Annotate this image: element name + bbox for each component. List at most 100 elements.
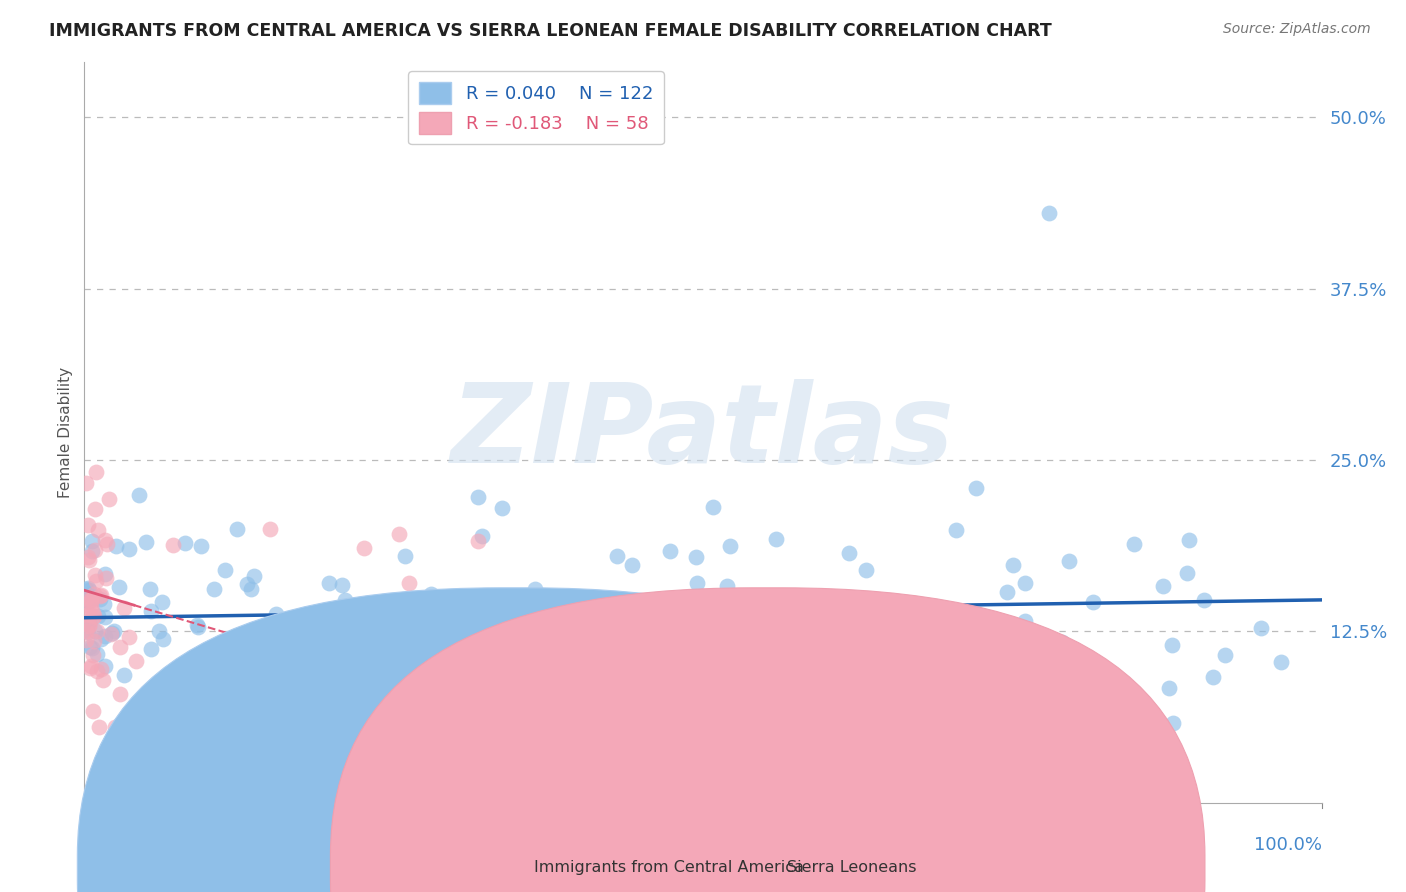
Point bbox=[79, 661, 101, 675]
Point bbox=[585, 646, 607, 660]
Point bbox=[235, 577, 257, 591]
Point bbox=[266, 607, 288, 621]
Point bbox=[333, 593, 356, 607]
Legend: R = 0.040    N = 122, R = -0.183    N = 58: R = 0.040 N = 122, R = -0.183 N = 58 bbox=[408, 71, 664, 145]
Point bbox=[76, 517, 98, 532]
Point bbox=[214, 563, 236, 577]
Point bbox=[173, 536, 195, 550]
Point bbox=[89, 720, 111, 734]
Point bbox=[305, 698, 328, 713]
Point bbox=[107, 581, 129, 595]
Point bbox=[139, 582, 162, 597]
Point bbox=[747, 655, 769, 669]
Point bbox=[80, 641, 103, 656]
Point bbox=[1202, 670, 1225, 684]
Point bbox=[80, 592, 103, 607]
Point bbox=[77, 549, 100, 564]
Point bbox=[77, 624, 100, 639]
Point bbox=[112, 668, 135, 682]
Text: Source: ZipAtlas.com: Source: ZipAtlas.com bbox=[1223, 22, 1371, 37]
Point bbox=[620, 558, 643, 573]
Point bbox=[702, 500, 724, 514]
Point bbox=[84, 574, 107, 588]
Text: 0.0%: 0.0% bbox=[84, 836, 129, 855]
Point bbox=[101, 625, 124, 640]
Point bbox=[1123, 536, 1146, 550]
Point bbox=[90, 662, 112, 676]
Point bbox=[124, 654, 146, 668]
Point bbox=[80, 600, 103, 615]
Point bbox=[128, 487, 150, 501]
Point bbox=[1175, 566, 1198, 580]
Point bbox=[353, 541, 375, 555]
Point bbox=[84, 465, 107, 479]
Point bbox=[1152, 579, 1174, 593]
Point bbox=[911, 634, 934, 648]
Point bbox=[1178, 533, 1201, 547]
Point bbox=[83, 633, 105, 648]
Point bbox=[89, 591, 111, 606]
Point bbox=[152, 632, 174, 647]
Point bbox=[108, 687, 131, 701]
Text: ZIPatlas: ZIPatlas bbox=[451, 379, 955, 486]
Text: Immigrants from Central America: Immigrants from Central America bbox=[534, 861, 804, 875]
Point bbox=[938, 611, 960, 625]
Point bbox=[75, 608, 97, 623]
Point bbox=[851, 671, 873, 685]
Point bbox=[290, 721, 312, 735]
Y-axis label: Female Disability: Female Disability bbox=[58, 367, 73, 499]
Point bbox=[742, 616, 765, 631]
Point bbox=[93, 629, 115, 643]
Point bbox=[79, 615, 101, 629]
Point bbox=[77, 607, 100, 621]
Point bbox=[1159, 681, 1181, 695]
Point bbox=[77, 553, 100, 567]
Point bbox=[80, 595, 103, 609]
Point bbox=[384, 689, 406, 703]
Point bbox=[1050, 634, 1073, 648]
Point bbox=[84, 567, 107, 582]
Point bbox=[86, 624, 108, 639]
Point bbox=[112, 600, 135, 615]
Point bbox=[186, 618, 208, 632]
Point bbox=[240, 582, 263, 596]
Point bbox=[118, 630, 141, 644]
Point bbox=[103, 624, 125, 638]
Point bbox=[135, 535, 157, 549]
Point bbox=[139, 604, 162, 618]
Point bbox=[1014, 575, 1036, 590]
Point bbox=[83, 502, 105, 516]
Point bbox=[82, 606, 104, 620]
Point bbox=[467, 490, 489, 504]
Point bbox=[243, 569, 266, 583]
Point bbox=[685, 549, 707, 564]
Point bbox=[1083, 595, 1105, 609]
Point bbox=[86, 647, 108, 661]
Point bbox=[260, 670, 283, 684]
Point bbox=[560, 610, 582, 624]
Point bbox=[1014, 614, 1036, 628]
Point bbox=[82, 609, 104, 624]
Point bbox=[1015, 622, 1038, 636]
Point bbox=[77, 582, 100, 597]
Point bbox=[1192, 593, 1215, 607]
Point bbox=[86, 665, 108, 679]
Point bbox=[79, 617, 101, 632]
Text: 100.0%: 100.0% bbox=[1254, 836, 1322, 855]
Point bbox=[398, 575, 420, 590]
Point bbox=[659, 543, 682, 558]
Point bbox=[148, 624, 170, 638]
Point bbox=[94, 610, 117, 624]
Point bbox=[75, 623, 97, 637]
Point bbox=[1001, 558, 1024, 572]
Point bbox=[468, 633, 491, 648]
Point bbox=[318, 576, 340, 591]
Point bbox=[82, 704, 104, 718]
Point bbox=[77, 615, 100, 629]
Point bbox=[82, 544, 104, 558]
Point bbox=[93, 673, 115, 687]
Point bbox=[77, 582, 100, 596]
Point bbox=[79, 640, 101, 655]
Point bbox=[97, 491, 120, 506]
Point bbox=[388, 527, 411, 541]
